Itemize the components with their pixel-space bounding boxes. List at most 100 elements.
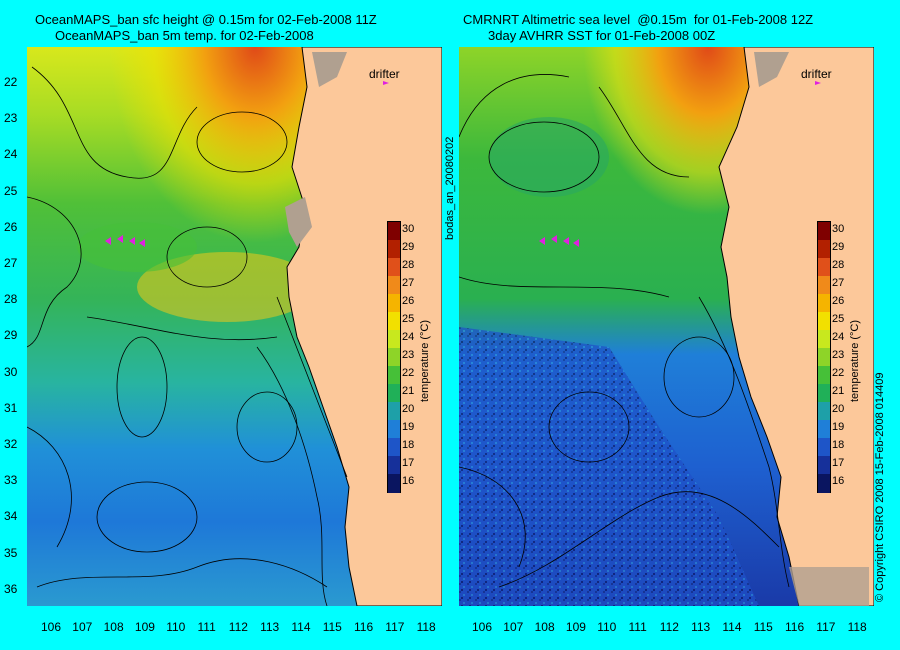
- x-tick-label: 111: [197, 620, 216, 634]
- left-colorbar: [387, 221, 401, 493]
- colorbar-tick-label: 27: [832, 277, 845, 289]
- x-tick-label: 107: [503, 620, 524, 634]
- x-tick-label: 108: [103, 620, 124, 634]
- colorbar-swatch: [818, 402, 830, 421]
- right-colorbar: [817, 221, 831, 493]
- colorbar-tick-label: 28: [402, 259, 415, 271]
- colorbar-tick-label: 20: [832, 403, 845, 415]
- x-tick-label: 114: [291, 620, 311, 634]
- colorbar-swatch: [388, 294, 400, 313]
- colorbar-swatch: [388, 276, 400, 295]
- x-tick-label: 112: [228, 620, 248, 634]
- left-map-panel: drifter: [27, 47, 442, 606]
- colorbar-tick-label: 17: [832, 457, 845, 469]
- colorbar-tick-label: 29: [402, 241, 415, 253]
- colorbar-swatch: [388, 366, 400, 385]
- colorbar-tick-label: 27: [402, 277, 415, 289]
- x-tick-label: 113: [260, 620, 280, 634]
- colorbar-tick-label: 28: [832, 259, 845, 271]
- colorbar-swatch: [388, 330, 400, 349]
- colorbar-tick-label: 16: [402, 475, 415, 487]
- colorbar-swatch: [818, 438, 830, 457]
- colorbar-tick-label: 18: [832, 439, 845, 451]
- colorbar-swatch: [388, 240, 400, 259]
- colorbar-tick-label: 29: [832, 241, 845, 253]
- y-tick-label: 34: [4, 509, 18, 524]
- copyright-text: © Copyright CSIRO 2008 15-Feb-2008 01440…: [874, 372, 886, 602]
- colorbar-swatch: [818, 330, 830, 349]
- colorbar-swatch: [388, 438, 400, 457]
- colorbar-tick-label: 19: [402, 421, 415, 433]
- y-tick-label: 35: [4, 545, 18, 560]
- colorbar-swatch: [388, 312, 400, 331]
- colorbar-tick-label: 26: [402, 295, 415, 307]
- y-tick-label: 36: [4, 581, 18, 596]
- left-title-line1: OceanMAPS_ban sfc height @ 0.15m for 02-…: [35, 12, 377, 27]
- colorbar-swatch: [388, 258, 400, 277]
- colorbar-swatch: [388, 420, 400, 439]
- y-tick-label: 31: [4, 400, 18, 415]
- colorbar-tick-label: 23: [832, 349, 845, 361]
- colorbar-tick-label: 30: [832, 223, 845, 235]
- x-tick-label: 110: [597, 620, 617, 634]
- colorbar-swatch: [818, 366, 830, 385]
- colorbar-tick-label: 19: [832, 421, 845, 433]
- colorbar-swatch: [818, 312, 830, 331]
- y-tick-label: 32: [4, 437, 18, 451]
- colorbar-tick-label: 24: [402, 331, 415, 343]
- x-tick-label: 115: [322, 620, 342, 634]
- side-label: bodas_an_20080202: [444, 136, 456, 240]
- x-tick-label: 116: [785, 620, 805, 634]
- right-title-line1: CMRNRT Altimetric sea level @0.15m for 0…: [463, 12, 814, 27]
- y-tick-label: 23: [4, 111, 18, 126]
- x-tick-label: 109: [134, 620, 155, 634]
- right-title-line2: 3day AVHRR SST for 01-Feb-2008 00Z: [488, 28, 716, 43]
- x-tick-label: 114: [722, 620, 742, 634]
- colorbar-tick-label: 25: [402, 313, 415, 325]
- colorbar-swatch: [818, 258, 830, 277]
- colorbar-swatch: [818, 240, 830, 259]
- x-tick-label: 118: [847, 620, 867, 634]
- colorbar-swatch: [388, 384, 400, 403]
- x-tick-label: 110: [166, 620, 186, 634]
- colorbar-swatch: [818, 276, 830, 295]
- colorbar-tick-label: 16: [832, 475, 845, 487]
- drifter-track: [105, 81, 389, 247]
- x-tick-label: 108: [534, 620, 555, 634]
- colorbar-tick-label: 20: [402, 403, 415, 415]
- colorbar-tick-label: 21: [832, 385, 845, 397]
- colorbar-tick-label: 18: [402, 439, 415, 451]
- colorbar-swatch: [388, 402, 400, 421]
- colorbar-swatch: [818, 420, 830, 439]
- x-tick-label: 118: [416, 620, 436, 634]
- x-tick-label: 113: [691, 620, 711, 634]
- colorbar-tick-label: 22: [402, 367, 415, 379]
- y-tick-label: 30: [4, 364, 18, 379]
- y-tick-label: 25: [4, 183, 18, 198]
- colorbar-swatch: [818, 348, 830, 367]
- x-tick-label: 107: [72, 620, 93, 634]
- x-tick-label: 112: [659, 620, 679, 634]
- colorbar-tick-label: 21: [402, 385, 415, 397]
- x-tick-label: 106: [472, 620, 493, 634]
- x-tick-label: 117: [385, 620, 405, 634]
- y-tick-label: 22: [4, 75, 18, 89]
- x-tick-label: 106: [41, 620, 62, 634]
- colorbar-tick-label: 23: [402, 349, 415, 361]
- colorbar-swatch: [818, 474, 830, 493]
- left-colorbar-label: temperature (°C): [419, 319, 431, 402]
- colorbar-swatch: [818, 456, 830, 475]
- x-tick-label: 115: [753, 620, 773, 634]
- y-tick-label: 29: [4, 328, 18, 343]
- x-tick-label: 116: [354, 620, 374, 634]
- drifter-legend-label-right: drifter: [801, 67, 832, 81]
- colorbar-swatch: [388, 348, 400, 367]
- colorbar-swatch: [818, 294, 830, 313]
- left-title-line2: OceanMAPS_ban 5m temp. for 02-Feb-2008: [55, 28, 314, 43]
- y-tick-label: 26: [4, 219, 18, 234]
- right-colorbar-label: temperature (°C): [849, 319, 861, 402]
- y-tick-label: 33: [4, 473, 18, 488]
- colorbar-tick-label: 25: [832, 313, 845, 325]
- colorbar-tick-label: 17: [402, 457, 415, 469]
- colorbar-swatch: [818, 222, 830, 241]
